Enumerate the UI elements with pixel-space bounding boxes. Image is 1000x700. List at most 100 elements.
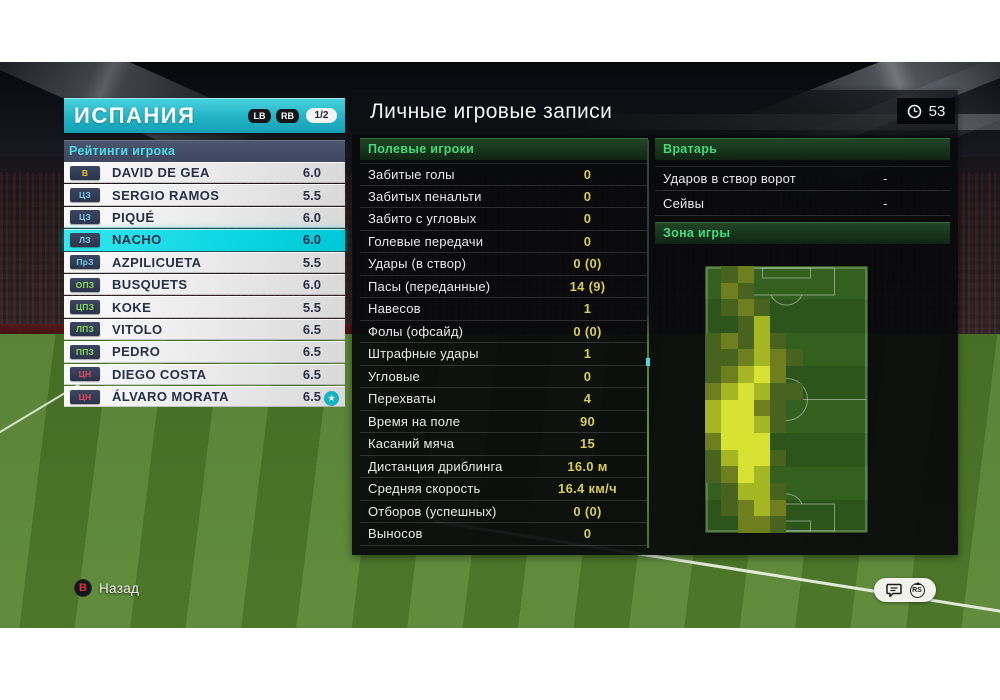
heatmap-cell	[786, 299, 802, 316]
heatmap-cell	[819, 349, 835, 366]
chat-stick-hint[interactable]: RS	[874, 578, 936, 602]
heatmap-cell	[737, 366, 754, 383]
player-row[interactable]: ЦЗ PIQUÉ 6.0	[64, 206, 345, 229]
heatmap-cell	[852, 433, 868, 450]
stat-row: Фолы (офсайд) 0 (0)	[360, 321, 648, 343]
heatmap-cell	[835, 366, 851, 383]
position-badge: ЦН	[70, 389, 100, 404]
position-badge: ЦПЗ	[70, 300, 100, 315]
heatmap-cell	[705, 399, 722, 417]
heatmap-cell	[852, 500, 868, 517]
heatmap-cell	[852, 316, 868, 333]
back-button[interactable]: B Назад	[74, 579, 139, 597]
player-name: VITOLO	[112, 321, 163, 337]
heatmap-cell	[737, 332, 754, 350]
stat-label: Забитых пенальти	[368, 188, 482, 204]
heatmap-cell	[754, 283, 770, 300]
page-indicator: 1/2	[306, 108, 337, 123]
player-rating: 6.5	[302, 366, 321, 382]
lb-button[interactable]: LB	[248, 108, 271, 123]
clock-icon	[907, 104, 921, 118]
heatmap-cell	[819, 316, 835, 333]
heatmap-cell	[705, 332, 722, 350]
heatmap-cell	[737, 266, 754, 283]
man-of-match-star-icon: ★	[324, 390, 339, 406]
stat-label: Удары (в створ)	[368, 256, 467, 272]
heatmap-cell	[705, 366, 722, 383]
stat-label: Перехваты	[368, 391, 437, 407]
player-row[interactable]: ПрЗ AZPILICUETA 5.5	[64, 251, 345, 273]
stat-value: 14 (9)	[569, 278, 606, 294]
heatmap-cell	[753, 499, 771, 517]
back-label: Назад	[99, 580, 140, 596]
heatmap-cell	[852, 416, 868, 433]
heatmap-cell	[819, 516, 835, 533]
heatmap-cell	[819, 266, 835, 283]
player-row[interactable]: ОПЗ BUSQUETS 6.0	[64, 273, 345, 296]
heatmap-cell	[852, 516, 868, 533]
heatmap-cell	[753, 449, 771, 467]
heatmap-cell	[835, 466, 851, 483]
stat-value: 1	[583, 346, 592, 362]
stat-label: Штрафные удары	[368, 346, 479, 362]
heatmap-cell	[835, 349, 851, 366]
stat-row: Средняя скорость 16.4 км/ч	[360, 478, 648, 501]
stat-value: 0	[583, 368, 592, 384]
heatmap-cell	[835, 383, 851, 400]
heatmap-cell	[786, 466, 802, 483]
heatmap-cell	[721, 266, 738, 283]
stat-row: Касаний мяча 15	[360, 433, 648, 456]
heatmap-cell	[737, 382, 754, 400]
player-name: SERGIO RAMOS	[112, 187, 220, 203]
player-row[interactable]: ЦПЗ KOKE 5.5	[64, 296, 345, 318]
stat-value: 15	[579, 436, 596, 452]
player-row[interactable]: ЛПЗ VITOLO 6.5	[64, 318, 345, 341]
heatmap-cell	[753, 316, 771, 333]
team-ratings-panel: ИСПАНИЯ LB RB 1/2 Рейтинги игрока В DAVID…	[64, 98, 345, 408]
position-badge: ЛПЗ	[70, 322, 100, 337]
goalkeeper-stats-list: Ударов в створ ворот - Сейвы -	[655, 166, 950, 216]
heatmap-cell	[737, 349, 754, 367]
heatmap-cell	[819, 483, 835, 500]
heatmap-cell	[721, 332, 738, 350]
stat-label: Отборов (успешных)	[368, 503, 497, 519]
stat-label: Сейвы	[663, 195, 705, 211]
heatmap-cell	[819, 450, 835, 467]
stat-label: Время на поле	[368, 413, 461, 429]
stat-value: 16.0 м	[567, 458, 608, 474]
player-row[interactable]: ЛЗ NACHO 6.0	[64, 229, 345, 251]
heatmap-cell	[835, 483, 851, 500]
heatmap-cell	[852, 299, 868, 316]
heatmap-cell	[803, 299, 819, 316]
heatmap-cell	[721, 399, 738, 417]
stat-row: Забито с угловых 0	[360, 208, 648, 231]
b-button-icon: B	[74, 579, 92, 597]
heatmap-cell	[852, 283, 868, 300]
heatmap-cell	[753, 399, 771, 417]
heatmap-cell	[737, 399, 754, 417]
player-row[interactable]: ЦН ÁLVARO MORATA 6.5 ★	[64, 385, 345, 408]
heatmap-cell	[786, 433, 802, 450]
heatmap-cell	[852, 333, 868, 350]
section-goalkeeper: Вратарь	[655, 138, 950, 160]
stat-value: 0	[583, 526, 592, 542]
game-viewport: ИСПАНИЯ LB RB 1/2 Рейтинги игрока В DAVID…	[0, 62, 1000, 628]
heatmap-cell	[786, 316, 802, 333]
player-name: DIEGO COSTA	[112, 366, 207, 382]
stat-label: Забито с угловых	[368, 211, 477, 227]
heatmap-cell	[705, 483, 721, 500]
player-row[interactable]: В DAVID DE GEA 6.0	[64, 162, 345, 184]
heatmap-cell	[770, 466, 786, 483]
heatmap-cell	[852, 466, 868, 483]
heatmap-cell	[770, 382, 787, 400]
player-row[interactable]: ППЗ PEDRO 6.5	[64, 341, 345, 363]
heatmap-cell	[705, 283, 721, 300]
position-badge: ППЗ	[70, 344, 100, 359]
player-row[interactable]: ЦЗ SERGIO RAMOS 5.5	[64, 184, 345, 206]
rb-button[interactable]: RB	[276, 108, 299, 123]
heatmap-cell	[786, 483, 802, 500]
player-row[interactable]: ЦН DIEGO COSTA 6.5	[64, 363, 345, 385]
pitch-markings	[706, 267, 867, 532]
heatmap-cell	[721, 366, 738, 383]
play-zone-heatmap	[705, 266, 868, 533]
